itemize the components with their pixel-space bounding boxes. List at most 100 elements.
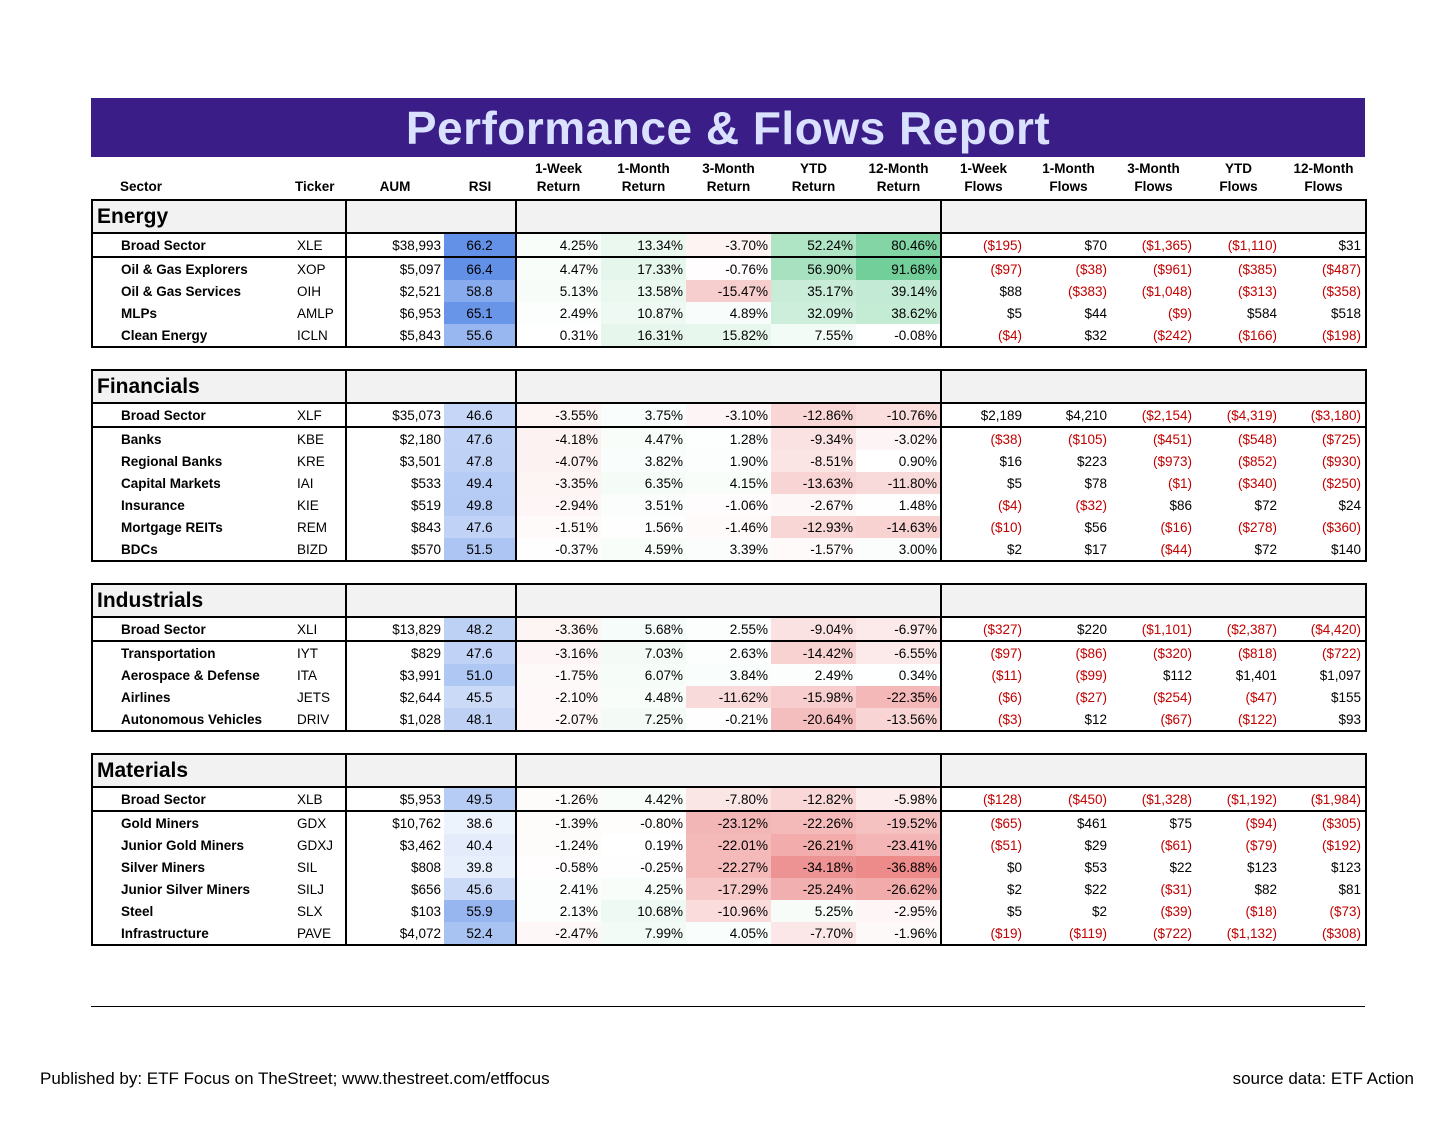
flow-cell: ($1,984) (1281, 787, 1367, 812)
table-row: Junior Gold Miners GDXJ $3,462 40.4 -1.24% 0.… (91, 834, 1367, 856)
aum: $656 (345, 878, 444, 900)
return-cell: -4.18% (515, 427, 601, 450)
return-cell: -0.80% (601, 811, 686, 834)
rsi: 45.5 (444, 686, 516, 708)
flow-cell: $4,210 (1026, 403, 1111, 428)
table-row: MLPs AMLP $6,953 65.1 2.49% 10.87% 4.89% 32.09%… (91, 302, 1367, 324)
flow-cell: ($1,328) (1111, 787, 1196, 812)
return-cell: 2.41% (515, 878, 601, 900)
rsi: 49.5 (444, 787, 516, 812)
flow-cell: ($383) (1067, 283, 1107, 299)
return-cell: 1.28% (686, 427, 771, 450)
flow-cell: $72 (1196, 538, 1281, 562)
return-cell: 7.25% (601, 708, 686, 732)
return-cell: 4.47% (601, 427, 686, 450)
return-cell: -23.41% (856, 834, 941, 856)
flow-cell: $53 (1084, 859, 1107, 875)
flow-cell: ($195) (940, 233, 1026, 258)
flow-cell: ($313) (1237, 283, 1277, 299)
column-header: YTD Return (771, 157, 856, 200)
table-row: Insurance KIE $519 49.8 -2.94% 3.51% -1.06% -2.… (91, 494, 1367, 516)
column-header-line1: 3-Month (702, 161, 755, 176)
section-blank-cell (940, 753, 1367, 788)
flow-cell: ($254) (1152, 689, 1192, 705)
aum: $103 (345, 900, 444, 922)
return-cell: 10.87% (601, 302, 686, 324)
column-header-line1: 12-Month (868, 161, 929, 176)
section-header-row: Industrials (91, 583, 1367, 618)
rsi: 46.6 (444, 403, 516, 428)
flow-cell: $5 (940, 900, 1026, 922)
flow-cell: ($119) (1026, 922, 1111, 946)
publisher-credit: Published by: ETF Focus on TheStreet; ww… (40, 1069, 550, 1088)
return-cell: 7.03% (601, 641, 686, 664)
table-row: Silver Miners SIL $808 39.8 -0.58% -0.25% -22.… (91, 856, 1367, 878)
section-blank-cell (345, 199, 516, 234)
flow-cell: $1,097 (1281, 664, 1367, 686)
sector-name: Regional Banks (91, 450, 293, 472)
sector-name: Insurance (91, 494, 293, 516)
section-blank-cell (345, 369, 516, 404)
column-header-line1: 1-Week (534, 161, 583, 176)
flow-cell: ($166) (1196, 324, 1281, 348)
return-cell: 2.49% (771, 664, 856, 686)
column-header: 1-Month Return (601, 157, 686, 200)
column-header-line1 (120, 160, 293, 178)
return-cell: -3.35% (515, 472, 601, 494)
flow-cell: ($450) (1026, 787, 1111, 812)
flow-cell: $93 (1281, 708, 1367, 732)
table-row: Broad Sector XLB $5,953 49.5 -1.26% 4.42% -7.8… (91, 787, 1367, 812)
flow-cell: $29 (1084, 837, 1107, 853)
ticker: REM (297, 519, 327, 535)
column-header-line2: AUM (379, 179, 411, 194)
flow-cell: ($3) (940, 708, 1026, 732)
column-header-line2: Flows (964, 179, 1003, 194)
flow-cell: ($65) (940, 811, 1026, 834)
sector-name: Aerospace & Defense (91, 664, 293, 686)
sector-name: Junior Silver Miners (91, 878, 293, 900)
return-cell: -2.67% (771, 494, 856, 516)
flow-cell: $518 (1281, 302, 1367, 324)
return-cell: 5.68% (601, 617, 686, 642)
return-cell: -2.07% (515, 708, 601, 732)
flow-cell: $22 (1084, 881, 1107, 897)
return-cell: -0.25% (601, 856, 686, 878)
section-header-row: Energy (91, 199, 1367, 234)
ticker: ICLN (293, 324, 346, 348)
section-blank-cell (345, 753, 516, 788)
flow-cell: ($1,048) (1141, 283, 1192, 299)
report-title: Performance & Flows Report (405, 101, 1051, 154)
flow-cell: $112 (1162, 667, 1192, 683)
return-cell: 13.58% (601, 280, 686, 302)
return-cell: -15.98% (771, 686, 856, 708)
ticker: XLE (293, 233, 346, 258)
column-header-line2: Return (706, 179, 751, 194)
flow-cell: $461 (1076, 815, 1107, 831)
section-blank-cell (515, 583, 941, 618)
aum: $808 (345, 856, 444, 878)
return-cell: -3.55% (515, 403, 601, 428)
flow-cell: ($961) (1152, 261, 1192, 277)
return-cell: -1.96% (856, 922, 941, 946)
return-cell: -11.62% (686, 686, 771, 708)
column-header-line1: YTD (800, 161, 827, 176)
flow-cell: $140 (1281, 538, 1367, 562)
flow-cell: ($360) (1281, 516, 1367, 538)
flow-cell: ($27) (1075, 689, 1107, 705)
return-cell: -13.63% (771, 472, 856, 494)
flow-cell: ($1,192) (1196, 787, 1281, 812)
table-row: BDCs BIZD $570 51.5 -0.37% 4.59% 3.39% -1.57% 3.… (91, 538, 1367, 562)
flow-cell: ($1,110) (1196, 233, 1281, 258)
return-cell: 6.35% (601, 472, 686, 494)
aum: $829 (345, 641, 444, 664)
return-cell: -2.10% (515, 686, 601, 708)
return-cell: -0.76% (686, 257, 771, 280)
flow-cell: $16 (940, 450, 1026, 472)
flow-cell: ($61) (1160, 837, 1192, 853)
table-row: Mortgage REITs REM $843 47.6 -1.51% 1.56% -1.4… (91, 516, 1367, 538)
rsi: 47.6 (444, 641, 516, 664)
header-row: Sector Ticker AUM RSI 1-Week Return 1-Month… (92, 157, 1366, 200)
section-spacer (92, 347, 1366, 370)
return-cell: -14.63% (856, 516, 941, 538)
return-cell: 4.42% (601, 787, 686, 812)
